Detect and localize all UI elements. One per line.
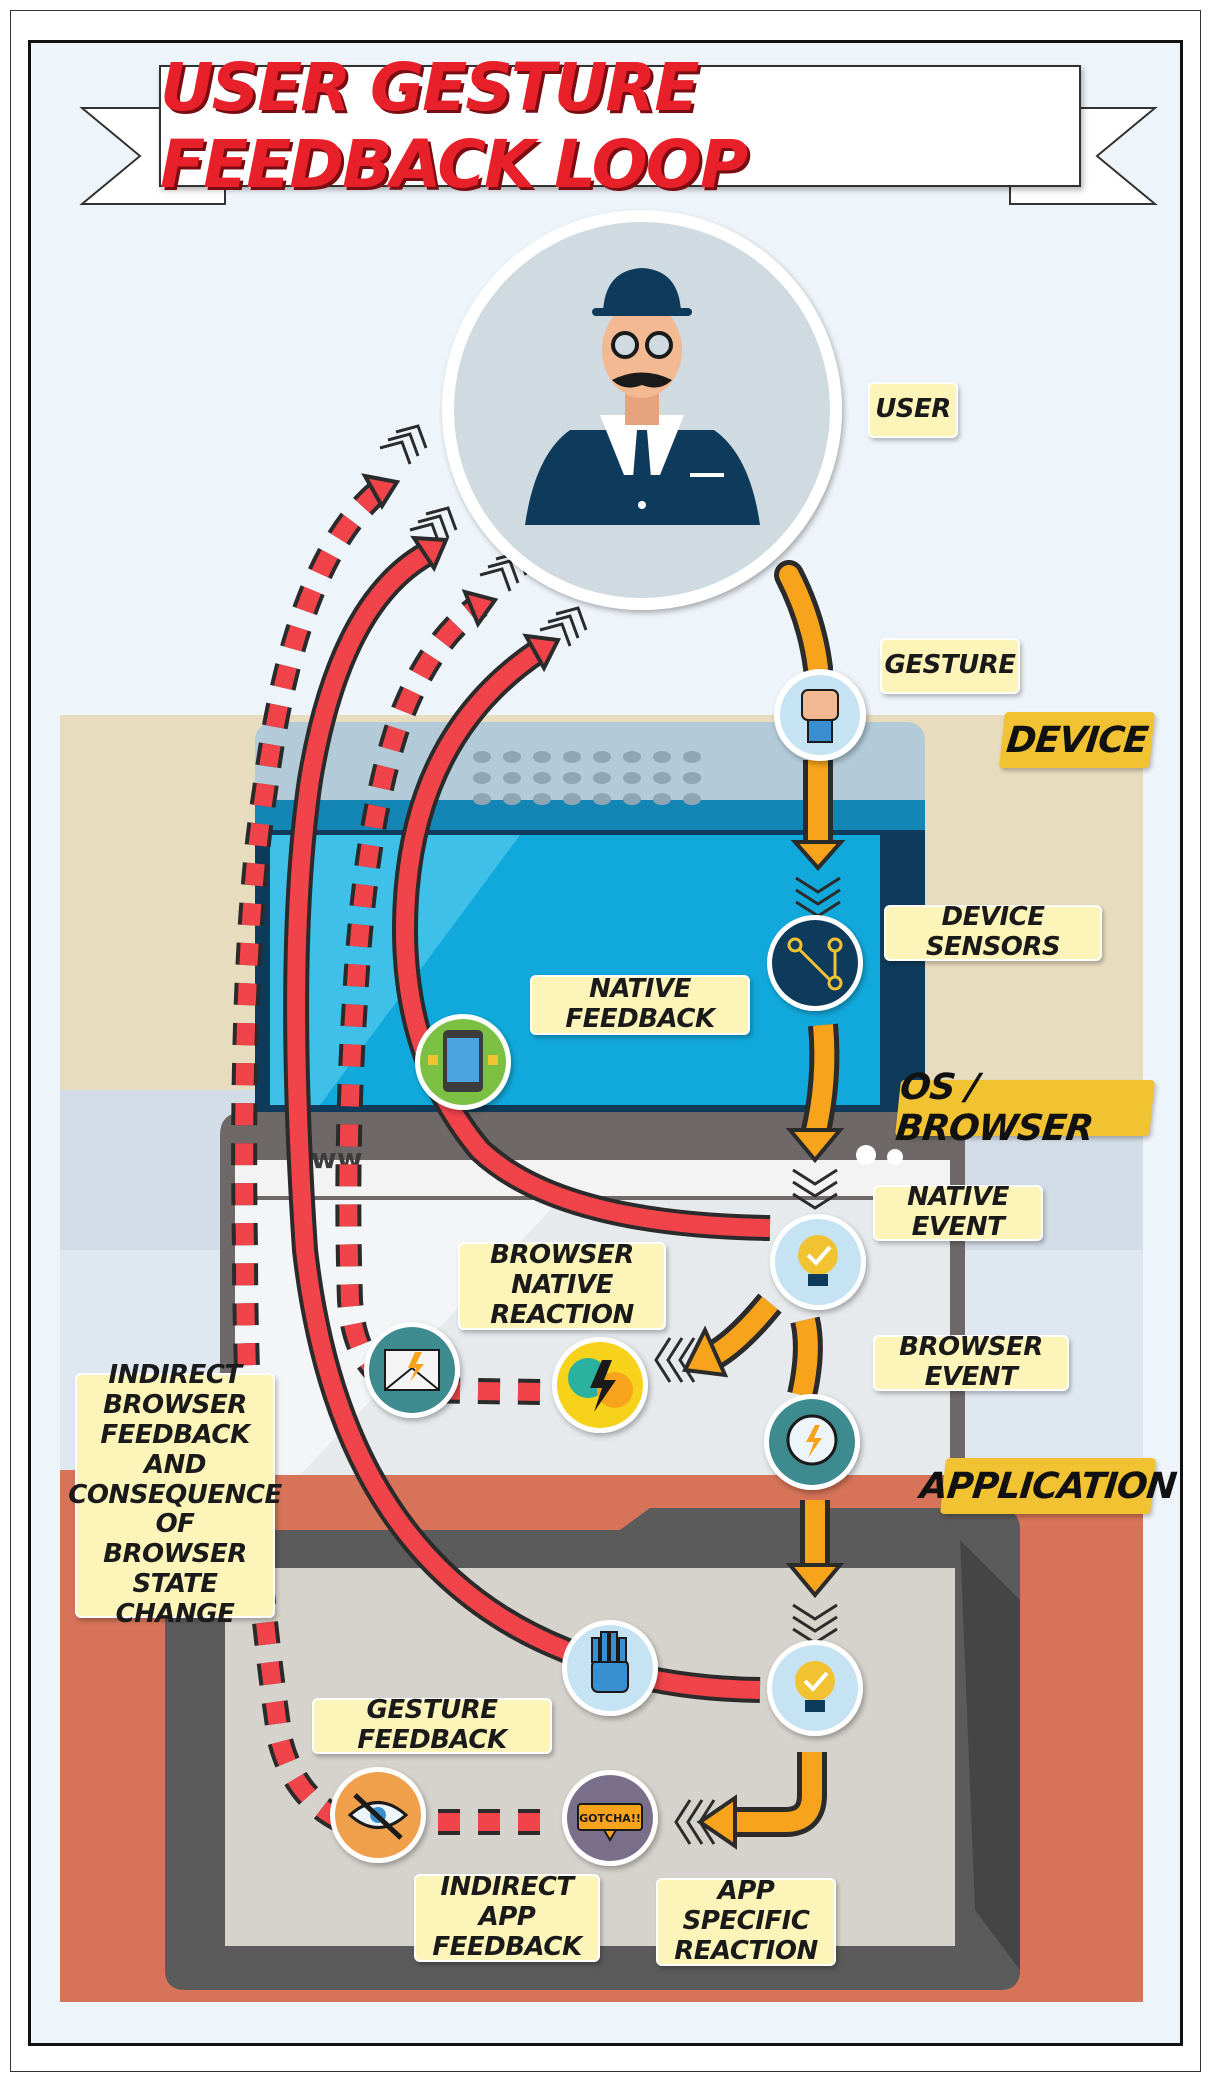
label-line: APP SPECIFIC [682, 1876, 810, 1937]
grille-dot [683, 751, 701, 763]
phone-speaker-grille [473, 751, 701, 805]
chevron-mark [395, 424, 428, 449]
grille-dot [473, 751, 491, 763]
chevron-mark [792, 1180, 838, 1198]
label-line: STATE CHANGE [115, 1569, 235, 1630]
grille-dot [533, 772, 551, 784]
label-native-event: NATIVE EVENT [873, 1182, 1043, 1242]
chevron-mark [686, 1799, 704, 1845]
label-line: FEEDBACK [432, 1931, 582, 1962]
label-line: OF BROWSER [103, 1509, 247, 1570]
grille-dot [683, 772, 701, 784]
grille-dot [563, 793, 581, 805]
fist-icon [774, 669, 866, 761]
chevron-mark [417, 514, 450, 539]
speech-lightning-icon [764, 1394, 860, 1490]
grille-dot [563, 772, 581, 784]
label-line: BROWSER [490, 1240, 634, 1271]
user-avatar [442, 210, 842, 610]
label-device-sensors: DEVICE SENSORS [884, 902, 1102, 962]
lightbulb-check-icon [770, 1214, 866, 1310]
grille-dot [503, 793, 521, 805]
label-user: USER [868, 382, 958, 438]
chevron-mark [479, 567, 512, 592]
label-app-specific-reaction: APP SPECIFIC REACTION [656, 1876, 836, 1966]
flow-chevrons [379, 424, 841, 1845]
grille-dot [623, 751, 641, 763]
chevron-mark [792, 1168, 838, 1186]
label-native-feedback: NATIVE FEEDBACK [530, 974, 750, 1035]
label-indirect-app-feedback: INDIRECT APP FEEDBACK [414, 1872, 600, 1962]
chevron-mark [379, 440, 412, 465]
chevron-mark [674, 1799, 692, 1845]
label-line: BROWSER [103, 1389, 247, 1420]
chevron-mark [792, 1615, 838, 1633]
gotcha-sign-icon [562, 1770, 658, 1866]
label-line: NATIVE REACTION [490, 1270, 634, 1330]
grille-dot [533, 751, 551, 763]
chevron-mark [555, 606, 588, 631]
dashed-feedback-arrows [231, 473, 541, 1835]
gotcha-badge-text: GOTCHA!! [579, 1812, 641, 1825]
label-line: FEEDBACK AND [100, 1419, 250, 1480]
sensor-nodes-icon [767, 915, 863, 1011]
eye-crossed-icon [330, 1767, 426, 1863]
zone-label-os-browser: OS / BROWSER [894, 1067, 1155, 1149]
chevron-mark [487, 559, 520, 584]
grille-dot [533, 793, 551, 805]
chevron-mark [678, 1337, 696, 1383]
grille-dot [623, 772, 641, 784]
outer-frame [10, 10, 1201, 2072]
chevron-mark [547, 614, 580, 639]
label-line: INDIRECT APP [440, 1872, 574, 1933]
grille-dot [503, 751, 521, 763]
grille-dot [653, 772, 671, 784]
zone-label-device: DEVICE [999, 712, 1155, 768]
grille-dot [653, 793, 671, 805]
chevron-mark [425, 506, 458, 531]
orange-flow-arrows [681, 560, 846, 1850]
grille-dot [593, 793, 611, 805]
chevron-mark [795, 876, 841, 894]
label-line: CONSEQUENCE [68, 1479, 282, 1510]
grille-dot [593, 751, 611, 763]
grille-dot [683, 793, 701, 805]
chevron-mark [654, 1337, 672, 1383]
grille-dot [563, 751, 581, 763]
chevron-mark [387, 432, 420, 457]
chevron-mark [792, 1192, 838, 1210]
zone-label-application: APPLICATION [918, 1458, 1178, 1514]
grille-dot [623, 793, 641, 805]
grille-dot [503, 772, 521, 784]
grille-dot [473, 772, 491, 784]
grille-dot [593, 772, 611, 784]
chevron-mark [795, 888, 841, 906]
label-line: REACTION [674, 1935, 818, 1966]
label-gesture-feedback: GESTURE FEEDBACK [312, 1695, 552, 1755]
title-ribbon [79, 65, 1158, 205]
chevron-mark [539, 622, 572, 647]
speech-bubbles-lightning-icon [552, 1337, 648, 1433]
label-browser-event: BROWSER EVENT [873, 1332, 1069, 1392]
email-lightning-icon [364, 1322, 460, 1418]
label-browser-native-reaction: BROWSER NATIVE REACTION [458, 1240, 666, 1330]
page-title: USER GESTURE FEEDBACK LOOP [160, 49, 748, 203]
lightbulb-check-icon-app [767, 1640, 863, 1736]
label-gesture: GESTURE [880, 638, 1020, 694]
grille-dot [653, 751, 671, 763]
phone-network-icon [415, 1014, 511, 1110]
grille-dot [473, 793, 491, 805]
label-line: INDIRECT [108, 1360, 242, 1390]
label-indirect-browser-feedback: INDIRECT BROWSER FEEDBACK AND CONSEQUENC… [68, 1360, 282, 1629]
chevron-mark [666, 1337, 684, 1383]
chevron-mark [792, 1603, 838, 1621]
chevron-mark [698, 1799, 716, 1845]
robot-hand-icon [562, 1620, 658, 1716]
